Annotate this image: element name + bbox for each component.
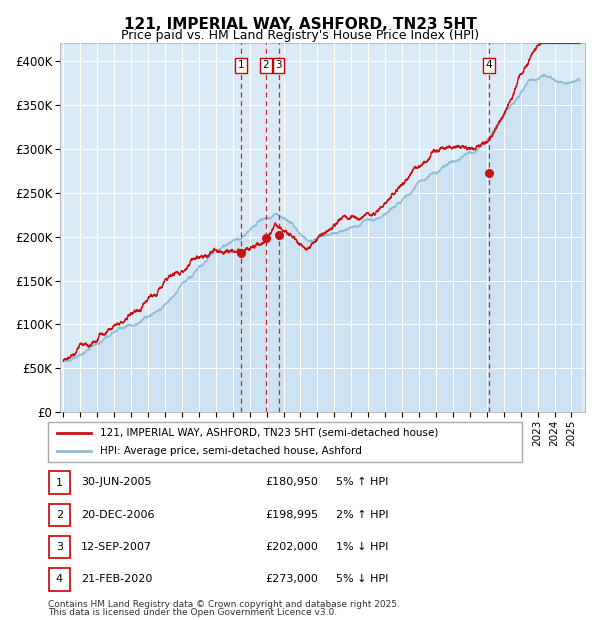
Text: 12-SEP-2007: 12-SEP-2007 [81, 542, 152, 552]
Text: 2: 2 [56, 510, 63, 520]
Text: £202,000: £202,000 [265, 542, 318, 552]
Text: 5% ↓ HPI: 5% ↓ HPI [336, 574, 388, 584]
Text: 30-JUN-2005: 30-JUN-2005 [81, 477, 151, 487]
FancyBboxPatch shape [49, 568, 70, 591]
Text: 2: 2 [263, 60, 269, 70]
Text: £198,995: £198,995 [265, 510, 318, 520]
Text: 2% ↑ HPI: 2% ↑ HPI [336, 510, 389, 520]
Text: 3: 3 [56, 542, 63, 552]
Text: 5% ↑ HPI: 5% ↑ HPI [336, 477, 388, 487]
Text: 20-DEC-2006: 20-DEC-2006 [81, 510, 155, 520]
Text: This data is licensed under the Open Government Licence v3.0.: This data is licensed under the Open Gov… [48, 608, 337, 617]
Text: 1: 1 [238, 60, 244, 70]
FancyBboxPatch shape [49, 536, 70, 559]
Text: 1: 1 [56, 477, 63, 488]
FancyBboxPatch shape [49, 503, 70, 526]
Text: 121, IMPERIAL WAY, ASHFORD, TN23 5HT: 121, IMPERIAL WAY, ASHFORD, TN23 5HT [124, 17, 476, 32]
FancyBboxPatch shape [49, 471, 70, 494]
Text: HPI: Average price, semi-detached house, Ashford: HPI: Average price, semi-detached house,… [100, 446, 362, 456]
Text: 4: 4 [56, 574, 63, 585]
FancyBboxPatch shape [48, 422, 522, 462]
Text: 4: 4 [485, 60, 492, 70]
Text: £273,000: £273,000 [265, 574, 318, 584]
Text: £180,950: £180,950 [265, 477, 318, 487]
Text: Contains HM Land Registry data © Crown copyright and database right 2025.: Contains HM Land Registry data © Crown c… [48, 600, 400, 609]
Text: Price paid vs. HM Land Registry's House Price Index (HPI): Price paid vs. HM Land Registry's House … [121, 29, 479, 42]
Text: 1% ↓ HPI: 1% ↓ HPI [336, 542, 388, 552]
Text: 121, IMPERIAL WAY, ASHFORD, TN23 5HT (semi-detached house): 121, IMPERIAL WAY, ASHFORD, TN23 5HT (se… [100, 428, 439, 438]
Text: 21-FEB-2020: 21-FEB-2020 [81, 574, 152, 584]
Text: 3: 3 [275, 60, 282, 70]
